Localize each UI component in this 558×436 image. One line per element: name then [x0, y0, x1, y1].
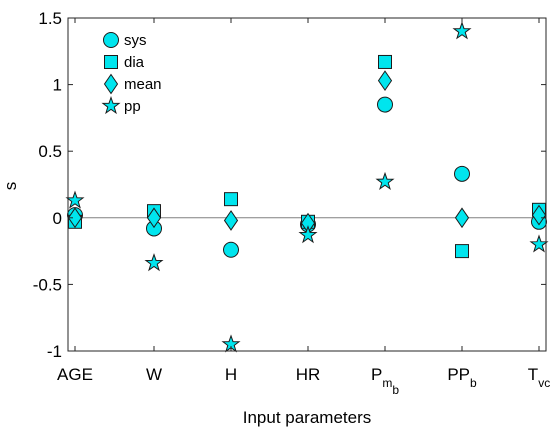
x-axis-label: Input parameters	[243, 408, 372, 427]
point-mean	[146, 207, 162, 229]
x-tick-label: HR	[296, 365, 321, 384]
legend-label-sys: sys	[124, 32, 147, 49]
point-sys	[377, 96, 393, 113]
point-pp	[529, 234, 549, 253]
x-tick-label: PPb	[447, 365, 477, 390]
x-axis: AGE W H HR Pmb PPb Tvc	[57, 18, 550, 397]
x-tick-label: Pmb	[371, 365, 399, 397]
point-dia	[378, 54, 392, 69]
point-mean	[67, 207, 83, 229]
point-mean	[531, 204, 547, 226]
legend-marker-pp	[101, 95, 121, 115]
legend-label-pp: pp	[124, 98, 141, 115]
point-pp	[452, 21, 472, 40]
y-axis: -1 -0.5 0 0.5 1 1.5	[33, 9, 546, 361]
point-mean	[377, 70, 393, 91]
y-tick-label: 0	[53, 209, 62, 228]
axes-box	[67, 17, 547, 352]
point-pp	[375, 171, 395, 190]
legend-label-mean: mean	[124, 76, 162, 93]
x-tick-label: H	[225, 365, 237, 384]
legend-marker-mean	[103, 73, 119, 95]
legend: sys dia mean pp	[101, 32, 162, 115]
y-tick-label: 1.5	[38, 9, 62, 28]
point-mean	[223, 210, 239, 231]
point-dia	[224, 192, 238, 207]
x-tick-label: AGE	[57, 365, 93, 384]
y-tick-label: 1	[53, 76, 62, 95]
point-pp	[298, 225, 318, 244]
legend-label-dia: dia	[124, 54, 145, 71]
point-pp	[65, 190, 85, 209]
legend-marker-dia	[104, 55, 118, 69]
legend-marker-sys	[103, 32, 119, 48]
plot-area	[68, 18, 546, 351]
y-tick-label: -1	[47, 342, 62, 361]
y-axis-label: s	[1, 182, 20, 191]
x-tick-label: W	[146, 365, 162, 384]
point-mean	[454, 207, 470, 229]
y-tick-label: 0.5	[38, 142, 62, 161]
x-tick-label: Tvc	[528, 365, 550, 390]
point-sys	[223, 241, 239, 258]
point-pp	[144, 253, 164, 272]
y-tick-label: -0.5	[33, 275, 62, 294]
point-dia	[455, 244, 469, 259]
point-sys	[454, 165, 470, 182]
